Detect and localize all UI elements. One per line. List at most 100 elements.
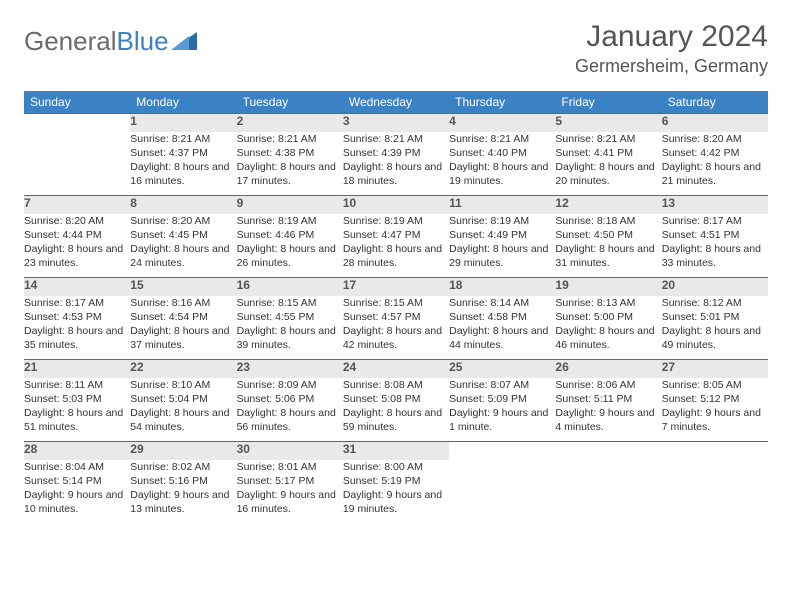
sunrise-line: Sunrise: 8:13 AM [555,296,661,310]
day-content-cell: Sunrise: 8:21 AMSunset: 4:40 PMDaylight:… [449,132,555,196]
day-content-cell: Sunrise: 8:20 AMSunset: 4:44 PMDaylight:… [24,214,130,278]
day-content-cell: Sunrise: 8:02 AMSunset: 5:16 PMDaylight:… [130,460,236,524]
day-content-cell: Sunrise: 8:14 AMSunset: 4:58 PMDaylight:… [449,296,555,360]
daylight-line: Daylight: 8 hours and 29 minutes. [449,242,555,270]
day-number-cell: 2 [237,114,343,132]
sunrise-line: Sunrise: 8:21 AM [237,132,343,146]
sunrise-line: Sunrise: 8:09 AM [237,378,343,392]
sunset-line: Sunset: 4:49 PM [449,228,555,242]
sunrise-line: Sunrise: 8:17 AM [662,214,768,228]
sunrise-line: Sunrise: 8:21 AM [555,132,661,146]
day-content-row: Sunrise: 8:04 AMSunset: 5:14 PMDaylight:… [24,460,768,524]
sunset-line: Sunset: 4:38 PM [237,146,343,160]
sunrise-line: Sunrise: 8:18 AM [555,214,661,228]
day-number-cell: 24 [343,360,449,378]
day-number-cell: 25 [449,360,555,378]
day-number-cell: 1 [130,114,236,132]
day-number-cell: 17 [343,278,449,296]
calendar-table: SundayMondayTuesdayWednesdayThursdayFrid… [24,91,768,524]
day-content-cell: Sunrise: 8:13 AMSunset: 5:00 PMDaylight:… [555,296,661,360]
day-content-cell: Sunrise: 8:04 AMSunset: 5:14 PMDaylight:… [24,460,130,524]
daylight-line: Daylight: 8 hours and 51 minutes. [24,406,130,434]
daylight-line: Daylight: 9 hours and 7 minutes. [662,406,768,434]
daylight-line: Daylight: 8 hours and 33 minutes. [662,242,768,270]
day-number-cell: 27 [662,360,768,378]
daylight-line: Daylight: 8 hours and 20 minutes. [555,160,661,188]
sunset-line: Sunset: 4:37 PM [130,146,236,160]
day-content-cell: Sunrise: 8:05 AMSunset: 5:12 PMDaylight:… [662,378,768,442]
sunset-line: Sunset: 4:54 PM [130,310,236,324]
sunrise-line: Sunrise: 8:02 AM [130,460,236,474]
daylight-line: Daylight: 8 hours and 39 minutes. [237,324,343,352]
day-number-cell: 11 [449,196,555,214]
sunset-line: Sunset: 4:42 PM [662,146,768,160]
day-content-cell [555,460,661,524]
day-content-cell: Sunrise: 8:21 AMSunset: 4:41 PMDaylight:… [555,132,661,196]
day-number-cell: 29 [130,442,236,460]
day-number-row: 28293031 [24,442,768,460]
day-number-cell: 8 [130,196,236,214]
day-number-cell: 9 [237,196,343,214]
daylight-line: Daylight: 8 hours and 16 minutes. [130,160,236,188]
daylight-line: Daylight: 8 hours and 23 minutes. [24,242,130,270]
day-number-cell: 18 [449,278,555,296]
day-content-cell [662,460,768,524]
sunset-line: Sunset: 5:19 PM [343,474,449,488]
weekday-header: Tuesday [237,91,343,114]
sunset-line: Sunset: 5:17 PM [237,474,343,488]
sunrise-line: Sunrise: 8:14 AM [449,296,555,310]
day-content-cell: Sunrise: 8:17 AMSunset: 4:51 PMDaylight:… [662,214,768,278]
sunset-line: Sunset: 4:53 PM [24,310,130,324]
day-content-cell: Sunrise: 8:08 AMSunset: 5:08 PMDaylight:… [343,378,449,442]
day-content-cell: Sunrise: 8:18 AMSunset: 4:50 PMDaylight:… [555,214,661,278]
day-content-cell: Sunrise: 8:09 AMSunset: 5:06 PMDaylight:… [237,378,343,442]
sunrise-line: Sunrise: 8:19 AM [237,214,343,228]
logo: GeneralBlue [24,20,197,57]
daylight-line: Daylight: 8 hours and 46 minutes. [555,324,661,352]
weekday-header: Monday [130,91,236,114]
sunrise-line: Sunrise: 8:19 AM [343,214,449,228]
day-number-cell: 20 [662,278,768,296]
sunset-line: Sunset: 4:41 PM [555,146,661,160]
sunset-line: Sunset: 5:09 PM [449,392,555,406]
sunrise-line: Sunrise: 8:11 AM [24,378,130,392]
sunrise-line: Sunrise: 8:06 AM [555,378,661,392]
day-content-cell: Sunrise: 8:10 AMSunset: 5:04 PMDaylight:… [130,378,236,442]
daylight-line: Daylight: 8 hours and 59 minutes. [343,406,449,434]
sunrise-line: Sunrise: 8:00 AM [343,460,449,474]
day-number-cell: 19 [555,278,661,296]
sunset-line: Sunset: 5:04 PM [130,392,236,406]
weekday-header: Wednesday [343,91,449,114]
sunset-line: Sunset: 4:57 PM [343,310,449,324]
sunrise-line: Sunrise: 8:04 AM [24,460,130,474]
sunrise-line: Sunrise: 8:01 AM [237,460,343,474]
daylight-line: Daylight: 8 hours and 24 minutes. [130,242,236,270]
day-number-cell: 6 [662,114,768,132]
day-content-cell: Sunrise: 8:20 AMSunset: 4:45 PMDaylight:… [130,214,236,278]
weekday-header: Friday [555,91,661,114]
sunrise-line: Sunrise: 8:20 AM [24,214,130,228]
header: GeneralBlue January 2024 Germersheim, Ge… [24,20,768,77]
day-content-cell: Sunrise: 8:06 AMSunset: 5:11 PMDaylight:… [555,378,661,442]
day-content-cell: Sunrise: 8:21 AMSunset: 4:39 PMDaylight:… [343,132,449,196]
day-number-cell: 4 [449,114,555,132]
sunset-line: Sunset: 4:40 PM [449,146,555,160]
sunrise-line: Sunrise: 8:16 AM [130,296,236,310]
sunset-line: Sunset: 5:12 PM [662,392,768,406]
daylight-line: Daylight: 8 hours and 56 minutes. [237,406,343,434]
day-content-cell [24,132,130,196]
daylight-line: Daylight: 9 hours and 10 minutes. [24,488,130,516]
daylight-line: Daylight: 8 hours and 18 minutes. [343,160,449,188]
day-number-cell: 21 [24,360,130,378]
sunset-line: Sunset: 4:39 PM [343,146,449,160]
sunrise-line: Sunrise: 8:08 AM [343,378,449,392]
day-content-row: Sunrise: 8:11 AMSunset: 5:03 PMDaylight:… [24,378,768,442]
day-number-row: 14151617181920 [24,278,768,296]
logo-triangle-icon [171,26,197,57]
daylight-line: Daylight: 8 hours and 44 minutes. [449,324,555,352]
sunrise-line: Sunrise: 8:15 AM [343,296,449,310]
day-number-row: 123456 [24,114,768,132]
daylight-line: Daylight: 9 hours and 13 minutes. [130,488,236,516]
daylight-line: Daylight: 8 hours and 49 minutes. [662,324,768,352]
day-number-cell: 30 [237,442,343,460]
